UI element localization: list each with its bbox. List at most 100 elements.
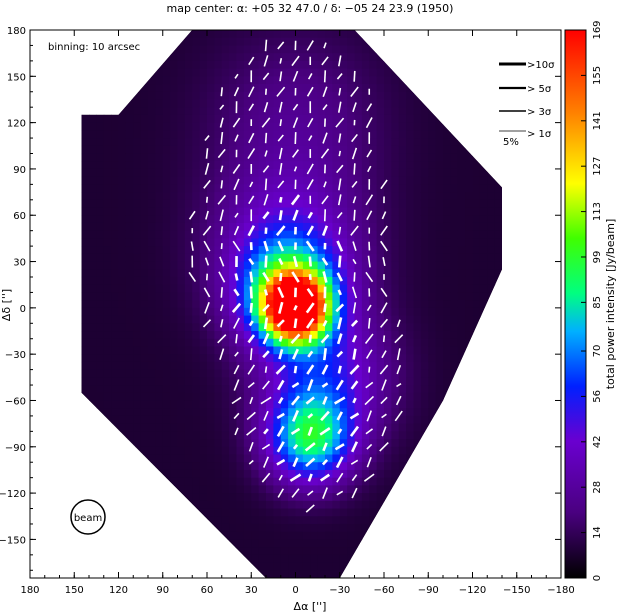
heatmap-cell — [479, 192, 488, 201]
heatmap-cell — [221, 45, 230, 54]
heatmap-cell — [229, 192, 238, 201]
heatmap-cell — [258, 531, 267, 541]
heatmap-cell — [177, 284, 186, 294]
heatmap-cell — [280, 315, 289, 324]
heatmap-cell — [207, 516, 215, 525]
heatmap-cell — [96, 400, 105, 409]
heatmap-cell — [428, 199, 437, 209]
heatmap-cell — [89, 392, 97, 402]
heatmap-cell — [273, 578, 281, 586]
heatmap-cell — [494, 207, 502, 216]
heatmap-cell — [214, 84, 223, 93]
heatmap-cell — [347, 207, 356, 216]
heatmap-cell — [302, 261, 311, 270]
heatmap-cell — [384, 415, 392, 425]
heatmap-cell — [118, 230, 127, 239]
heatmap-cell — [398, 192, 407, 201]
heatmap-cell — [96, 346, 105, 355]
heatmap-cell — [140, 261, 149, 270]
heatmap-cell — [369, 493, 378, 502]
heatmap-cell — [376, 199, 385, 209]
heatmap-cell — [280, 53, 289, 62]
heatmap-cell — [354, 114, 363, 124]
heatmap-cell — [295, 199, 304, 209]
heatmap-cell — [398, 431, 407, 440]
heatmap-cell — [332, 238, 341, 247]
heatmap-cell — [229, 107, 238, 116]
heatmap-cell — [325, 369, 333, 378]
heatmap-cell — [103, 315, 112, 324]
heatmap-cell — [251, 84, 260, 93]
heatmap-cell — [111, 253, 120, 263]
heatmap-cell — [317, 469, 326, 479]
heatmap-cell — [118, 153, 127, 162]
heatmap-cell — [133, 284, 142, 294]
heatmap-cell — [125, 130, 134, 139]
heatmap-cell — [457, 338, 466, 348]
heatmap-cell — [317, 184, 326, 193]
heatmap-cell — [280, 292, 289, 301]
heatmap-cell — [310, 493, 319, 502]
heatmap-cell — [96, 161, 105, 170]
heatmap-cell — [450, 222, 459, 232]
heatmap-cell — [148, 377, 156, 386]
heatmap-cell — [251, 446, 260, 456]
heatmap-cell — [221, 338, 230, 348]
heatmap-cell — [310, 284, 319, 294]
heatmap-cell — [221, 454, 230, 463]
heatmap-cell — [221, 307, 230, 317]
heatmap-cell — [170, 269, 179, 278]
heatmap-cell — [251, 253, 260, 263]
heatmap-cell — [391, 207, 400, 216]
heatmap-cell — [258, 261, 267, 270]
heatmap-cell — [229, 338, 238, 348]
heatmap-cell — [325, 122, 333, 131]
heatmap-cell — [457, 307, 466, 317]
heatmap-cell — [140, 439, 149, 448]
heatmap-cell — [398, 439, 407, 448]
heatmap-cell — [280, 168, 289, 178]
heatmap-cell — [384, 222, 392, 232]
heatmap-cell — [133, 253, 142, 263]
heatmap-cell — [354, 76, 363, 85]
heatmap-cell — [177, 192, 186, 201]
heatmap-cell — [192, 500, 201, 510]
heatmap-cell — [369, 153, 378, 162]
heatmap-cell — [413, 431, 422, 440]
heatmap-cell — [229, 400, 238, 409]
heatmap-cell — [310, 68, 319, 77]
heatmap-cell — [177, 246, 186, 255]
heatmap-cell — [376, 91, 385, 101]
heatmap-cell — [317, 338, 326, 348]
heatmap-cell — [443, 385, 451, 394]
heatmap-cell — [199, 477, 208, 486]
heatmap-cell — [81, 246, 90, 255]
heatmap-cell — [391, 184, 400, 193]
heatmap-cell — [266, 122, 274, 131]
heatmap-cell — [140, 354, 149, 363]
heatmap-cell — [347, 199, 356, 209]
heatmap-cell — [369, 300, 378, 309]
heatmap-cell — [347, 315, 356, 324]
heatmap-cell — [288, 346, 297, 355]
heatmap-cell — [450, 238, 459, 247]
heatmap-cell — [347, 45, 356, 54]
heatmap-cell — [192, 431, 201, 440]
heatmap-cell — [280, 68, 289, 77]
heatmap-cell — [133, 292, 142, 301]
heatmap-cell — [214, 253, 223, 263]
heatmap-cell — [243, 469, 252, 479]
heatmap-cell — [406, 354, 415, 363]
heatmap-cell — [192, 184, 201, 193]
heatmap-cell — [266, 547, 274, 556]
heatmap-cell — [361, 408, 370, 417]
heatmap-cell — [280, 570, 289, 578]
heatmap-cell — [155, 199, 164, 209]
heatmap-cell — [376, 138, 385, 147]
heatmap-cell — [317, 168, 326, 178]
heatmap-cell — [207, 230, 215, 239]
heatmap-cell — [89, 346, 97, 355]
heatmap-cell — [199, 269, 208, 278]
heatmap-cell — [494, 238, 502, 247]
heatmap-cell — [465, 222, 474, 232]
